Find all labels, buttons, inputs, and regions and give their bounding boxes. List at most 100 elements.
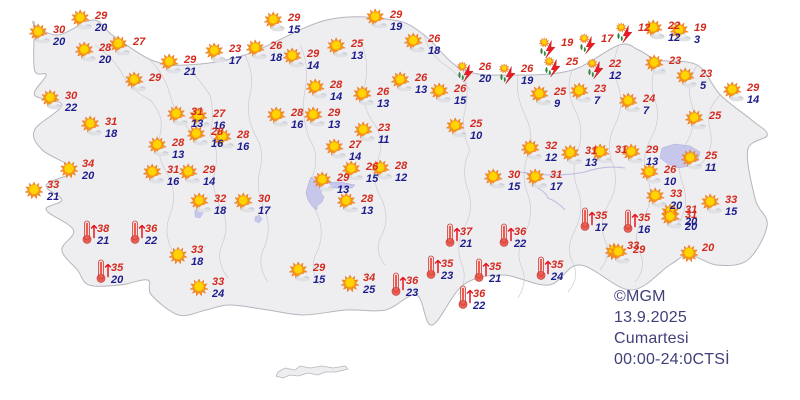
svg-text:18: 18 — [191, 256, 204, 268]
svg-text:7: 7 — [643, 105, 650, 117]
svg-text:26: 26 — [365, 161, 379, 173]
svg-text:3: 3 — [694, 34, 700, 46]
svg-text:28: 28 — [171, 137, 185, 149]
svg-text:24: 24 — [211, 288, 224, 300]
svg-text:16: 16 — [638, 224, 651, 236]
svg-text:27: 27 — [348, 139, 362, 151]
svg-text:20: 20 — [701, 242, 715, 254]
svg-text:26: 26 — [478, 61, 492, 73]
svg-text:20: 20 — [94, 22, 108, 34]
svg-text:20: 20 — [81, 170, 95, 182]
svg-text:23: 23 — [405, 287, 418, 299]
svg-text:36: 36 — [514, 226, 527, 238]
svg-text:15: 15 — [454, 95, 467, 107]
svg-text:10: 10 — [664, 176, 677, 188]
svg-text:24: 24 — [550, 271, 563, 283]
svg-text:12: 12 — [609, 70, 621, 82]
svg-text:28: 28 — [290, 107, 304, 119]
svg-text:17: 17 — [229, 55, 242, 67]
svg-text:13: 13 — [337, 184, 349, 196]
svg-text:28: 28 — [360, 193, 374, 205]
svg-text:19: 19 — [694, 22, 707, 34]
svg-text:13: 13 — [585, 157, 597, 169]
svg-text:33: 33 — [670, 188, 682, 200]
svg-text:18: 18 — [105, 128, 118, 140]
svg-text:17: 17 — [595, 222, 608, 234]
svg-text:25: 25 — [362, 284, 376, 296]
svg-text:34: 34 — [82, 158, 94, 170]
svg-text:29: 29 — [183, 54, 197, 66]
svg-text:25: 25 — [350, 38, 364, 50]
svg-text:26: 26 — [269, 40, 283, 52]
svg-text:13: 13 — [328, 119, 340, 131]
svg-text:25: 25 — [553, 86, 567, 98]
svg-text:14: 14 — [330, 91, 342, 103]
svg-text:13: 13 — [172, 149, 184, 161]
svg-text:14: 14 — [747, 94, 759, 106]
svg-text:16: 16 — [167, 176, 180, 188]
svg-text:36: 36 — [145, 223, 158, 235]
svg-text:32: 32 — [214, 193, 226, 205]
svg-text:26: 26 — [427, 33, 441, 45]
svg-text:29: 29 — [202, 164, 216, 176]
svg-text:28: 28 — [98, 42, 112, 54]
svg-text:29: 29 — [312, 262, 326, 274]
svg-text:31: 31 — [585, 145, 597, 157]
svg-text:20: 20 — [98, 54, 112, 66]
svg-text:5: 5 — [700, 80, 707, 92]
svg-text:35: 35 — [441, 258, 454, 270]
svg-text:29: 29 — [148, 72, 162, 84]
svg-text:31: 31 — [550, 169, 562, 181]
svg-text:21: 21 — [459, 238, 472, 250]
svg-text:15: 15 — [725, 206, 738, 218]
svg-text:17: 17 — [601, 33, 614, 45]
svg-text:14: 14 — [203, 176, 215, 188]
svg-text:32: 32 — [545, 140, 557, 152]
svg-text:23: 23 — [699, 68, 712, 80]
svg-text:12: 12 — [668, 32, 680, 44]
svg-text:35: 35 — [638, 212, 651, 224]
svg-text:30: 30 — [508, 169, 521, 181]
svg-text:35: 35 — [111, 262, 124, 274]
svg-text:35: 35 — [551, 259, 564, 271]
svg-text:23: 23 — [440, 270, 453, 282]
svg-text:25: 25 — [565, 56, 579, 68]
svg-text:28: 28 — [394, 160, 408, 172]
svg-text:30: 30 — [258, 193, 271, 205]
svg-text:22: 22 — [667, 20, 680, 32]
svg-text:7: 7 — [594, 95, 601, 107]
svg-text:26: 26 — [453, 83, 467, 95]
svg-text:33: 33 — [725, 194, 737, 206]
svg-text:29: 29 — [306, 48, 320, 60]
svg-text:33: 33 — [212, 276, 224, 288]
svg-text:20: 20 — [684, 221, 698, 233]
svg-text:20: 20 — [52, 36, 66, 48]
svg-text:36: 36 — [473, 288, 486, 300]
svg-text:18: 18 — [428, 45, 441, 57]
svg-text:10: 10 — [470, 130, 483, 142]
svg-text:19: 19 — [521, 75, 534, 87]
svg-text:29: 29 — [746, 82, 760, 94]
svg-text:27: 27 — [212, 108, 226, 120]
svg-text:23: 23 — [377, 122, 390, 134]
svg-text:20: 20 — [669, 200, 683, 212]
svg-text:26: 26 — [376, 86, 390, 98]
svg-text:20: 20 — [478, 73, 492, 85]
svg-text:34: 34 — [363, 272, 375, 284]
svg-text:13: 13 — [377, 98, 389, 110]
svg-text:28: 28 — [329, 79, 343, 91]
svg-text:11: 11 — [705, 162, 716, 174]
svg-text:26: 26 — [520, 63, 534, 75]
svg-text:26: 26 — [663, 164, 677, 176]
svg-text:11: 11 — [378, 134, 389, 146]
svg-text:18: 18 — [270, 52, 283, 64]
svg-text:29: 29 — [336, 172, 350, 184]
svg-text:38: 38 — [97, 223, 110, 235]
svg-text:12: 12 — [638, 22, 650, 34]
svg-text:31: 31 — [615, 144, 627, 156]
svg-text:25: 25 — [704, 150, 718, 162]
svg-text:15: 15 — [366, 173, 379, 185]
svg-text:15: 15 — [288, 24, 301, 36]
svg-text:22: 22 — [472, 300, 485, 312]
svg-text:30: 30 — [65, 90, 78, 102]
